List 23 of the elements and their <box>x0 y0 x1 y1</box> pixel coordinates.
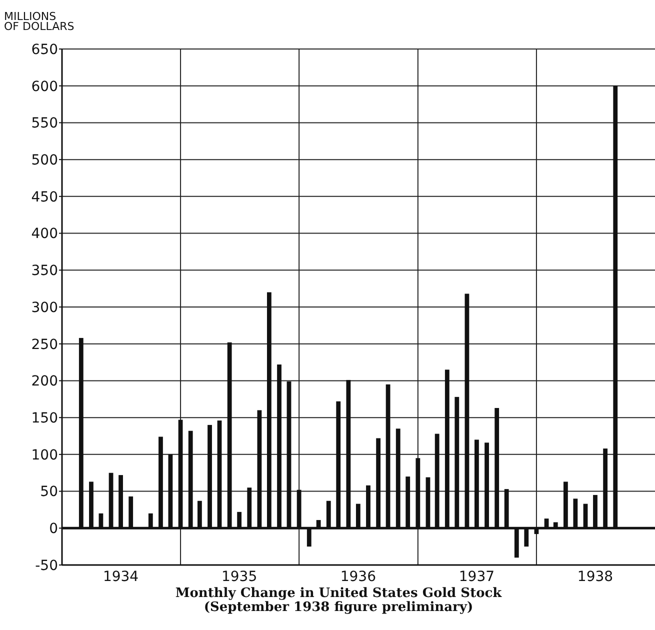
y-tick-label: 250 <box>31 336 58 353</box>
x-tick-label: 1935 <box>221 569 258 585</box>
y-axis-title: MILLIONS OF DOLLARS <box>4 10 74 33</box>
y-tick-label: 150 <box>31 410 58 426</box>
x-tick-label: 1938 <box>577 569 614 585</box>
y-tick-label: 0 <box>49 521 58 538</box>
x-tick-label: 1934 <box>102 569 139 585</box>
y-tick-label: 200 <box>31 374 58 390</box>
y-tick-label: -50 <box>35 558 58 574</box>
y-tick-label: 500 <box>31 152 58 168</box>
text: (September 1938 figure preliminary) <box>204 600 474 615</box>
x-tick-label: 1936 <box>340 569 376 585</box>
y-tick-label: 650 <box>31 42 58 58</box>
y-tick-label: 600 <box>31 78 58 95</box>
y-tick-label: 300 <box>31 300 58 316</box>
text: Monthly Change in United States Gold Stock <box>175 586 503 601</box>
y-tick-label: 400 <box>31 226 58 242</box>
x-tick-label: 1937 <box>458 569 495 585</box>
y-tick-label: 100 <box>31 447 58 464</box>
y-tick-label: 350 <box>31 263 58 280</box>
y-tick-label: 550 <box>31 116 58 132</box>
y-tick-label: 450 <box>31 189 58 206</box>
y-tick-label: 50 <box>40 484 58 500</box>
